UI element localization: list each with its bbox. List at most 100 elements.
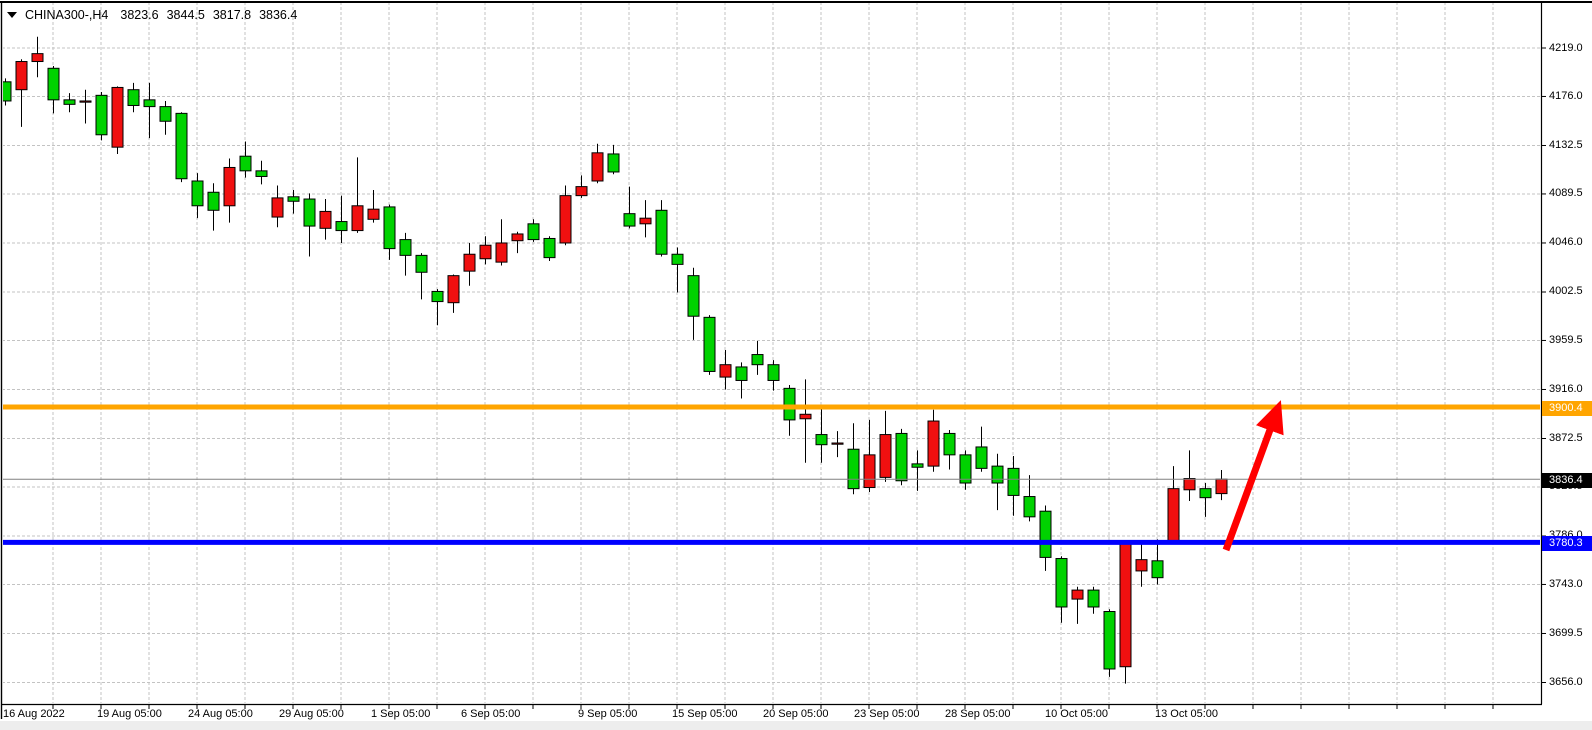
candle-bearish bbox=[415, 253, 428, 300]
candle-bullish bbox=[1119, 540, 1132, 684]
candle-body bbox=[47, 67, 60, 101]
candle-bullish bbox=[863, 419, 876, 493]
candle-body bbox=[543, 237, 556, 259]
candle-body bbox=[159, 106, 172, 122]
candle-bearish bbox=[991, 453, 1004, 511]
candle-body bbox=[767, 364, 780, 381]
price-tick-label: 4002.5 bbox=[1549, 285, 1583, 298]
candle-body bbox=[815, 434, 828, 446]
price-level-badge: 3780.3 bbox=[1542, 535, 1592, 551]
candle-body bbox=[703, 316, 716, 372]
candle-bearish bbox=[687, 267, 700, 340]
candle-body bbox=[879, 434, 892, 478]
candle-bullish bbox=[1071, 586, 1084, 624]
candle-bullish bbox=[111, 86, 124, 154]
candle-bullish bbox=[799, 379, 812, 463]
symbol-timeframe-label: CHINA300-,H4 bbox=[25, 8, 109, 22]
candle-bearish bbox=[431, 289, 444, 326]
candle-bearish bbox=[623, 186, 636, 229]
candle-body bbox=[1135, 559, 1148, 572]
candle-body bbox=[287, 196, 300, 202]
candle-body bbox=[1199, 488, 1212, 499]
candle-bearish bbox=[63, 93, 76, 113]
candle-bullish bbox=[31, 36, 44, 78]
candle-body bbox=[367, 208, 380, 220]
candle-bearish bbox=[943, 430, 956, 470]
plot-area[interactable] bbox=[0, 2, 1541, 704]
candle-body bbox=[863, 454, 876, 489]
candle-bearish bbox=[735, 362, 748, 399]
candle-body bbox=[111, 86, 124, 148]
candle-bearish bbox=[607, 144, 620, 175]
candle-body bbox=[191, 180, 204, 207]
candle-bullish bbox=[575, 175, 588, 198]
candle-body bbox=[15, 61, 28, 91]
candle-bearish bbox=[783, 384, 796, 436]
candle-body bbox=[1087, 589, 1100, 608]
candle-bearish bbox=[1199, 483, 1212, 517]
candle-bullish bbox=[1215, 470, 1228, 501]
candle-body bbox=[303, 198, 316, 227]
candle-body bbox=[175, 112, 188, 180]
candle-bearish bbox=[191, 173, 204, 219]
high-value: 3844.5 bbox=[166, 8, 205, 22]
candle-body bbox=[511, 233, 524, 242]
close-value: 3836.4 bbox=[259, 8, 298, 22]
candle-bearish bbox=[399, 232, 412, 276]
candle-bullish bbox=[927, 409, 940, 472]
candle-body bbox=[1183, 478, 1196, 491]
candle-bullish bbox=[367, 190, 380, 223]
candle-body bbox=[239, 155, 252, 172]
candle-bullish bbox=[639, 200, 652, 238]
candle-bearish bbox=[815, 407, 828, 463]
candle-bearish bbox=[751, 341, 764, 375]
candle-bullish bbox=[1167, 466, 1180, 542]
candle-body bbox=[463, 253, 476, 272]
candle-bearish bbox=[959, 450, 972, 490]
candle-body bbox=[415, 254, 428, 273]
candle-bearish bbox=[975, 426, 988, 472]
candle-bearish bbox=[175, 112, 188, 183]
candle-bullish bbox=[591, 143, 604, 184]
candle-body bbox=[63, 99, 76, 105]
price-tick-label: 3656.0 bbox=[1549, 676, 1583, 688]
buy-signal-arrow-icon[interactable] bbox=[1222, 400, 1284, 552]
candle-body bbox=[351, 205, 364, 232]
candle-bearish bbox=[1087, 586, 1100, 614]
candle-bullish bbox=[719, 350, 732, 390]
chart-ohlc-title: CHINA300-,H4 3823.6 3844.5 3817.8 3836.4 bbox=[7, 7, 305, 23]
chevron-down-icon[interactable] bbox=[7, 12, 17, 18]
candle-bearish bbox=[655, 200, 668, 257]
candle-bullish bbox=[79, 89, 92, 124]
candle-bullish bbox=[271, 185, 284, 228]
time-tick-label: 29 Aug 05:00 bbox=[279, 708, 344, 720]
candle-bearish bbox=[1039, 505, 1052, 571]
candle-body bbox=[751, 354, 764, 366]
candle-body bbox=[79, 100, 92, 103]
price-level-badge: 3836.4 bbox=[1542, 472, 1592, 488]
time-tick-label: 6 Sep 05:00 bbox=[461, 708, 521, 720]
time-tick-label: 23 Sep 05:00 bbox=[854, 708, 920, 720]
candle-bullish bbox=[1135, 540, 1148, 587]
candle-body bbox=[623, 213, 636, 227]
candle-body bbox=[527, 223, 540, 241]
candle-body bbox=[799, 413, 812, 420]
candle-bearish bbox=[1103, 609, 1116, 677]
candle-bearish bbox=[95, 91, 108, 141]
price-tick-label: 4089.5 bbox=[1549, 187, 1583, 200]
candle-bearish bbox=[127, 82, 140, 113]
candle-bearish bbox=[47, 66, 60, 114]
candle-bullish bbox=[479, 236, 492, 265]
time-tick-label: 13 Oct 05:00 bbox=[1155, 708, 1218, 720]
candle-body bbox=[1103, 611, 1116, 670]
time-tick-label: 16 Aug 2022 bbox=[3, 708, 65, 720]
candle-bullish bbox=[447, 274, 460, 313]
candle-bullish bbox=[463, 242, 476, 286]
candle-bullish bbox=[319, 199, 332, 240]
candle-body bbox=[1007, 467, 1020, 496]
time-tick-label: 9 Sep 05:00 bbox=[578, 708, 638, 720]
candle-bearish bbox=[143, 82, 156, 139]
candle-body bbox=[927, 420, 940, 467]
